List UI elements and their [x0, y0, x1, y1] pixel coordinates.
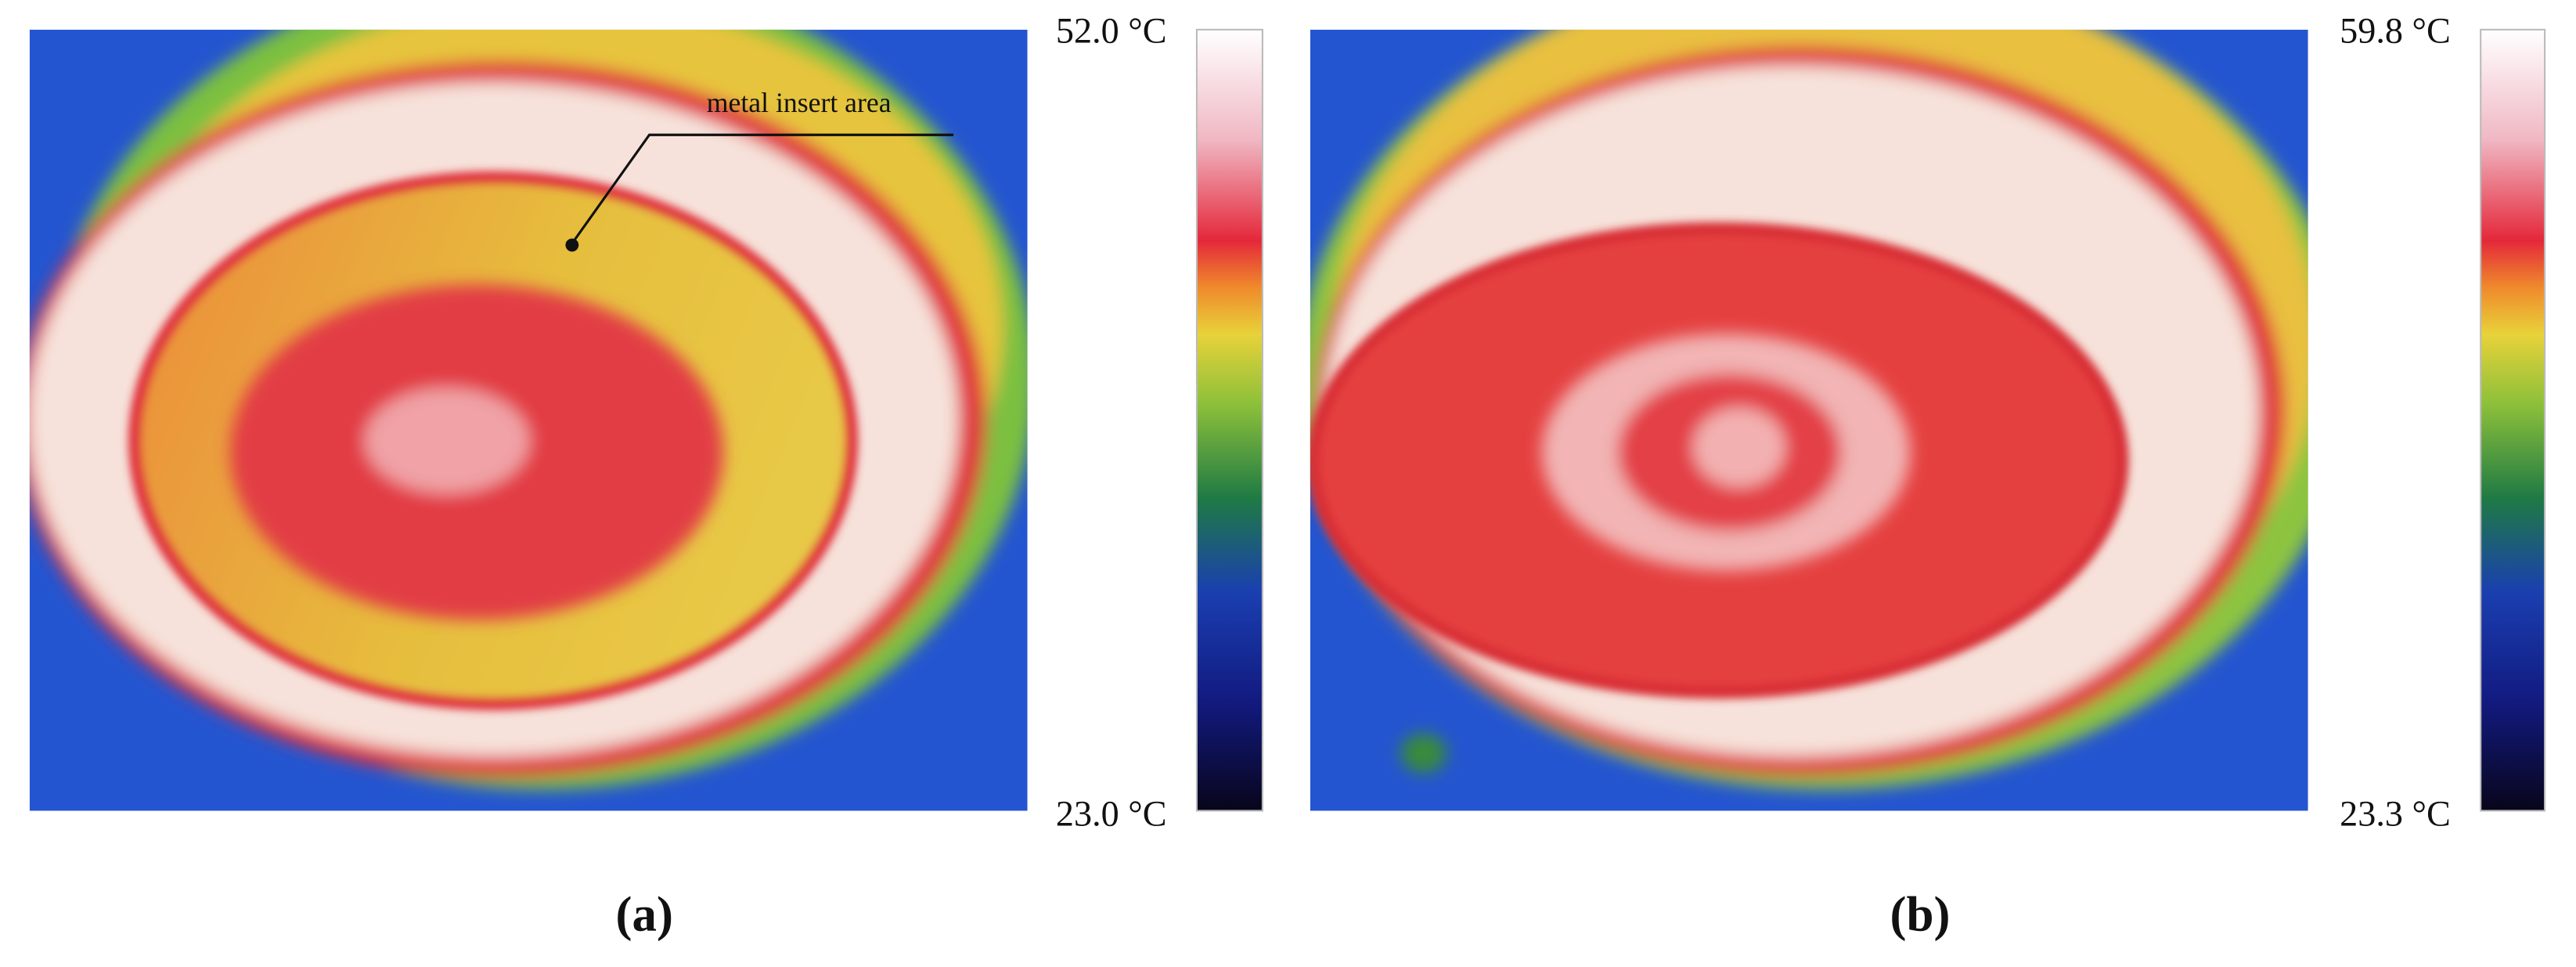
- max-label: 52.0 °C: [1056, 11, 1167, 51]
- thermal-image-a: [29, 29, 1028, 811]
- zone: [1693, 407, 1785, 487]
- annotation-line: [571, 133, 954, 244]
- colorbar-a: [1195, 28, 1263, 812]
- annotation: metal insert area: [707, 87, 892, 118]
- caption: (b): [1890, 887, 1951, 942]
- thermal-image-b: [1310, 29, 2308, 811]
- spot: [1400, 733, 1447, 774]
- max-label: 59.8 °C: [2340, 11, 2451, 51]
- min-label: 23.3 °C: [2340, 793, 2451, 833]
- min-label: 23.0 °C: [1056, 793, 1167, 833]
- annotation-dot: [565, 238, 579, 252]
- caption: (a): [616, 887, 673, 942]
- zone: [365, 388, 530, 494]
- colorbar-b: [2480, 28, 2546, 812]
